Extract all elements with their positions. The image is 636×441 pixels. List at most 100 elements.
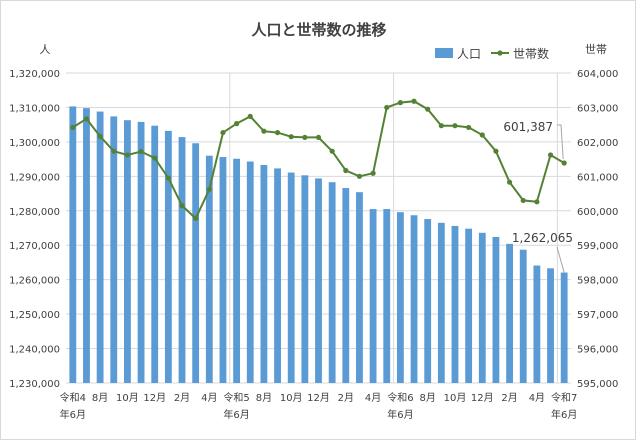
y-right-tick-label: 599,000 — [577, 241, 618, 252]
household-point — [261, 128, 267, 134]
population-bar — [110, 116, 118, 384]
population-bar — [69, 106, 77, 384]
household-point — [315, 134, 322, 141]
y-left-tick-label: 1,280,000 — [9, 207, 60, 218]
chart-title: 人口と世帯数の推移 — [251, 21, 386, 39]
population-bar — [315, 178, 322, 383]
population-bar — [151, 125, 159, 383]
household-point — [425, 106, 431, 112]
household-point — [438, 123, 444, 129]
y-right-tick-label: 601,000 — [577, 172, 618, 183]
y-right-tick-label: 604,000 — [577, 69, 618, 80]
y-left-tick-label: 1,260,000 — [9, 276, 60, 287]
y-left-tick-label: 1,310,000 — [9, 103, 60, 114]
y-right-tick-label: 597,000 — [577, 310, 618, 321]
household-point — [356, 173, 363, 179]
x-tick-label: 12月 — [143, 392, 166, 404]
x-tick-label: 年6月 — [551, 408, 577, 421]
household-point — [534, 199, 540, 205]
household-point — [193, 215, 199, 221]
household-point — [288, 134, 294, 140]
household-point — [547, 152, 554, 158]
household-point — [520, 197, 526, 204]
household-point — [493, 148, 499, 154]
population-bar — [124, 120, 131, 383]
household-point — [274, 129, 281, 136]
population-bar — [301, 175, 309, 383]
population-bar — [219, 157, 227, 383]
x-tick-label: 令和6 — [387, 391, 413, 404]
x-tick-label: 令和7 — [551, 391, 577, 404]
y-left-tick-label: 1,270,000 — [9, 241, 60, 252]
household-point — [111, 148, 117, 154]
x-tick-label: 8月 — [256, 392, 272, 404]
y-right-tick-label: 600,000 — [577, 207, 618, 218]
legend-population-label: 人口 — [457, 47, 481, 61]
population-bar — [465, 228, 473, 383]
legend-population-swatch — [435, 48, 453, 58]
household-point — [152, 155, 158, 161]
household-point — [506, 179, 513, 185]
household-point — [466, 124, 472, 131]
y-right-tick-label: 596,000 — [577, 345, 618, 356]
household-point — [329, 148, 335, 154]
x-tick-label: 年6月 — [223, 408, 249, 421]
population-bar — [274, 168, 281, 383]
y-left-tick-label: 1,290,000 — [9, 172, 60, 183]
population-bar — [410, 215, 418, 383]
y-right-tick-label: 595,000 — [577, 379, 618, 390]
y-right-axis-label: 世帯 — [585, 43, 607, 56]
population-bar — [506, 243, 513, 383]
y-right-ticks: 595,000 596,000 597,000 598,000 599,000 600,0… — [577, 69, 618, 390]
household-point — [97, 133, 103, 139]
x-tick-label: 10月 — [444, 392, 467, 404]
x-tick-label: 12月 — [307, 392, 330, 404]
y-left-tick-label: 1,240,000 — [9, 345, 60, 356]
household-point — [70, 124, 76, 131]
household-value-label: 601,387 — [503, 120, 553, 134]
household-point — [561, 160, 567, 166]
population-bar — [287, 172, 295, 383]
population-callout-line — [556, 246, 565, 273]
x-tick-label: 10月 — [116, 392, 139, 404]
y-right-tick-label: 602,000 — [577, 138, 618, 149]
population-value-label: 1,262,065 — [512, 231, 573, 245]
x-tick-label: 12月 — [471, 392, 494, 404]
population-bar — [192, 143, 200, 383]
population-bar — [164, 130, 172, 383]
annotations: 601,387 1,262,065 — [503, 120, 573, 273]
population-bar — [424, 219, 432, 383]
household-point — [247, 113, 253, 119]
household-point — [384, 104, 390, 111]
legend-household-marker — [497, 50, 503, 56]
y-right-tick-label: 603,000 — [577, 103, 618, 114]
household-point — [124, 152, 131, 158]
population-bar — [137, 121, 145, 384]
y-left-tick-label: 1,250,000 — [9, 310, 60, 321]
household-point — [220, 129, 226, 136]
population-bar — [369, 209, 377, 383]
household-callout-line — [557, 124, 564, 160]
x-tick-label: 2月 — [338, 392, 354, 404]
x-tick-label: 年6月 — [60, 408, 86, 421]
population-bar — [478, 232, 486, 383]
legend: 人口 世帯数 — [435, 46, 549, 61]
population-bar — [560, 272, 568, 383]
y-left-ticks: 1,230,000 1,240,000 1,250,000 1,260,000 1,27… — [9, 69, 60, 390]
population-bar — [492, 236, 500, 383]
population-bar — [328, 182, 336, 383]
x-tick-label: 8月 — [92, 392, 108, 404]
population-bar — [260, 164, 268, 383]
x-tick-label: 2月 — [501, 392, 517, 404]
x-tick-label: 10月 — [280, 392, 303, 404]
population-bar — [547, 268, 554, 383]
x-tick-label: 令和5 — [223, 391, 249, 404]
population-bar — [519, 249, 527, 383]
household-point — [83, 116, 90, 122]
population-bar — [83, 108, 90, 383]
population-bar — [246, 161, 254, 383]
population-bar — [396, 212, 404, 383]
household-point — [343, 167, 349, 174]
